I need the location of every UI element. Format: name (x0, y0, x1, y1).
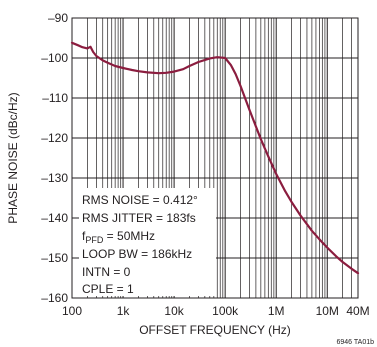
y-tick-label: –130 (41, 171, 68, 185)
y-axis-title: PHASE NOISE (dBc/Hz) (6, 92, 20, 223)
plot-frame (71, 17, 359, 299)
annotation-fpfd-prefix: f (82, 229, 86, 243)
y-tick-label: –150 (41, 251, 68, 265)
annotation-loop-bw: LOOP BW = 186kHz (82, 247, 192, 261)
figure-id: 6946 TA01b (337, 339, 375, 346)
y-tick-label: –160 (41, 291, 68, 305)
x-axis-title: OFFSET FREQUENCY (Hz) (139, 323, 291, 337)
annotation-background (79, 188, 216, 296)
x-tick-label: 1k (117, 304, 131, 318)
y-tick-labels: –90 –100 –110 –120 –130 –140 –150 –160 (41, 11, 68, 305)
annotation-box: RMS NOISE = 0.412° RMS JITTER = 183fs fP… (79, 188, 216, 296)
x-tick-label: 10M (316, 304, 339, 318)
y-tick-label: –100 (41, 51, 68, 65)
annotation-rms-jitter: RMS JITTER = 183fs (82, 211, 196, 225)
x-tick-label: 100k (212, 304, 239, 318)
annotation-cple: CPLE = 1 (82, 282, 134, 296)
annotation-fpfd-subscript: PFD (85, 235, 104, 245)
x-tick-label: 40M (346, 304, 369, 318)
y-tick-label: –110 (42, 91, 68, 105)
x-tick-label: 10k (164, 304, 184, 318)
y-tick-label: –90 (48, 11, 68, 25)
annotation-rms-noise: RMS NOISE = 0.412° (82, 193, 198, 207)
x-tick-labels: 100 1k 10k 100k 1M 10M 40M (62, 304, 370, 318)
annotation-fpfd: fPFD = 50MHz (82, 229, 155, 245)
x-tick-label: 100 (62, 304, 82, 318)
phase-noise-curve (70, 41, 360, 275)
annotation-fpfd-value: = 50MHz (103, 229, 155, 243)
annotation-intn: INTN = 0 (82, 265, 131, 279)
y-tick-label: –140 (41, 211, 68, 225)
y-tick-label: –120 (41, 131, 68, 145)
x-tick-label: 1M (268, 304, 285, 318)
